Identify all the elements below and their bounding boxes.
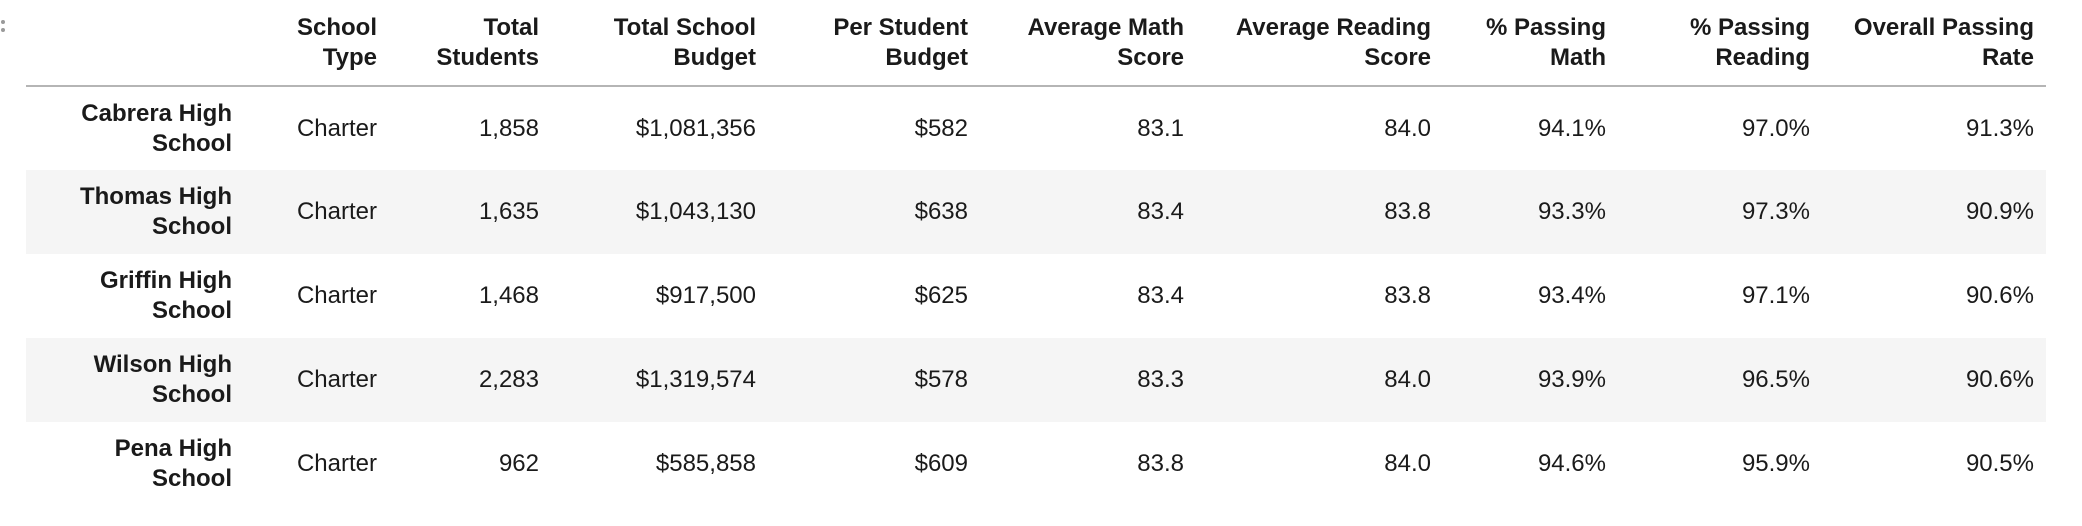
overall-passing-cell: 90.6% [1965, 366, 2034, 393]
overall-passing-cell: 91.3% [1965, 114, 2034, 142]
per-student-budget-cell: $638 [914, 198, 968, 225]
overall-passing-cell: 90.9% [1965, 198, 2034, 225]
pass-reading-cell: 97.3% [1741, 198, 1810, 225]
school-type-cell: Charter [296, 366, 377, 393]
school-name: Thomas High School [79, 183, 232, 240]
header-total-school-budget: Total School Budget [551, 0, 768, 87]
school-name: Griffin High School [100, 267, 232, 324]
per-student-budget-cell: $609 [914, 450, 968, 477]
school-type-cell: Charter [296, 282, 377, 309]
header-percent-passing-reading: % Passing Reading [1618, 0, 1822, 87]
avg-math-cell: 83.8 [1137, 450, 1184, 477]
header-row: School Type Total Students Total School … [26, 0, 2046, 87]
header-index [26, 0, 244, 87]
total-students-cell: 962 [498, 450, 539, 477]
table-row: Cabrera High School Charter 1,858 $1,081… [26, 86, 2046, 170]
avg-reading-cell: 83.8 [1384, 198, 1431, 225]
school-name: Cabrera High School [81, 99, 232, 157]
overall-passing-cell: 90.5% [1965, 450, 2034, 477]
pass-reading-cell: 97.0% [1741, 114, 1810, 142]
pass-math-cell: 94.6% [1537, 450, 1606, 477]
avg-reading-cell: 84.0 [1384, 450, 1431, 477]
pass-math-cell: 93.4% [1537, 282, 1606, 309]
total-budget-cell: $1,043,130 [635, 198, 756, 225]
table-row: Thomas High School Charter 1,635 $1,043,… [26, 170, 2046, 254]
pass-reading-cell: 97.1% [1741, 282, 1810, 309]
per-student-budget-cell: $625 [914, 282, 968, 309]
total-students-cell: 2,283 [478, 366, 539, 393]
total-budget-cell: $585,858 [655, 450, 756, 477]
pass-reading-cell: 96.5% [1741, 366, 1810, 393]
header-average-math-score: Average Math Score [980, 0, 1196, 87]
pass-math-cell: 93.9% [1537, 366, 1606, 393]
schools-dataframe-table: School Type Total Students Total School … [26, 0, 2046, 506]
total-budget-cell: $1,081,356 [635, 114, 756, 142]
total-budget-cell: $1,319,574 [635, 366, 756, 393]
table-body: Cabrera High School Charter 1,858 $1,081… [26, 86, 2046, 506]
per-student-budget-cell: $578 [914, 366, 968, 393]
header-per-student-budget: Per Student Budget [768, 0, 980, 87]
header-school-type: School Type [244, 0, 389, 87]
total-students-cell: 1,468 [478, 282, 539, 309]
total-students-cell: 1,635 [478, 198, 539, 225]
header-average-reading-score: Average Reading Score [1196, 0, 1443, 87]
pass-math-cell: 93.3% [1537, 198, 1606, 225]
overall-passing-cell: 90.6% [1965, 282, 2034, 309]
per-student-budget-cell: $582 [914, 114, 968, 142]
avg-reading-cell: 83.8 [1384, 282, 1431, 309]
table-row: Wilson High School Charter 2,283 $1,319,… [26, 338, 2046, 422]
header-percent-passing-math: % Passing Math [1443, 0, 1618, 87]
avg-math-cell: 83.4 [1137, 282, 1184, 309]
header-overall-passing-rate: Overall Passing Rate [1822, 0, 2046, 87]
header-total-students: Total Students [389, 0, 551, 87]
avg-math-cell: 83.4 [1137, 198, 1184, 225]
avg-reading-cell: 84.0 [1384, 114, 1431, 142]
school-name: Wilson High School [93, 351, 232, 408]
school-type-cell: Charter [296, 450, 377, 477]
avg-reading-cell: 84.0 [1384, 366, 1431, 393]
pass-reading-cell: 95.9% [1741, 450, 1810, 477]
cell-drag-handle-icon[interactable] [1, 20, 7, 36]
avg-math-cell: 83.1 [1137, 114, 1184, 142]
total-students-cell: 1,858 [478, 114, 539, 142]
avg-math-cell: 83.3 [1137, 366, 1184, 393]
table-row: Pena High School Charter 962 $585,858 $6… [26, 422, 2046, 506]
school-name: Pena High School [114, 435, 232, 492]
table-row: Griffin High School Charter 1,468 $917,5… [26, 254, 2046, 338]
school-type-cell: Charter [296, 114, 377, 142]
pass-math-cell: 94.1% [1537, 114, 1606, 142]
table-header: School Type Total Students Total School … [26, 0, 2046, 87]
school-type-cell: Charter [296, 198, 377, 225]
total-budget-cell: $917,500 [655, 282, 756, 309]
